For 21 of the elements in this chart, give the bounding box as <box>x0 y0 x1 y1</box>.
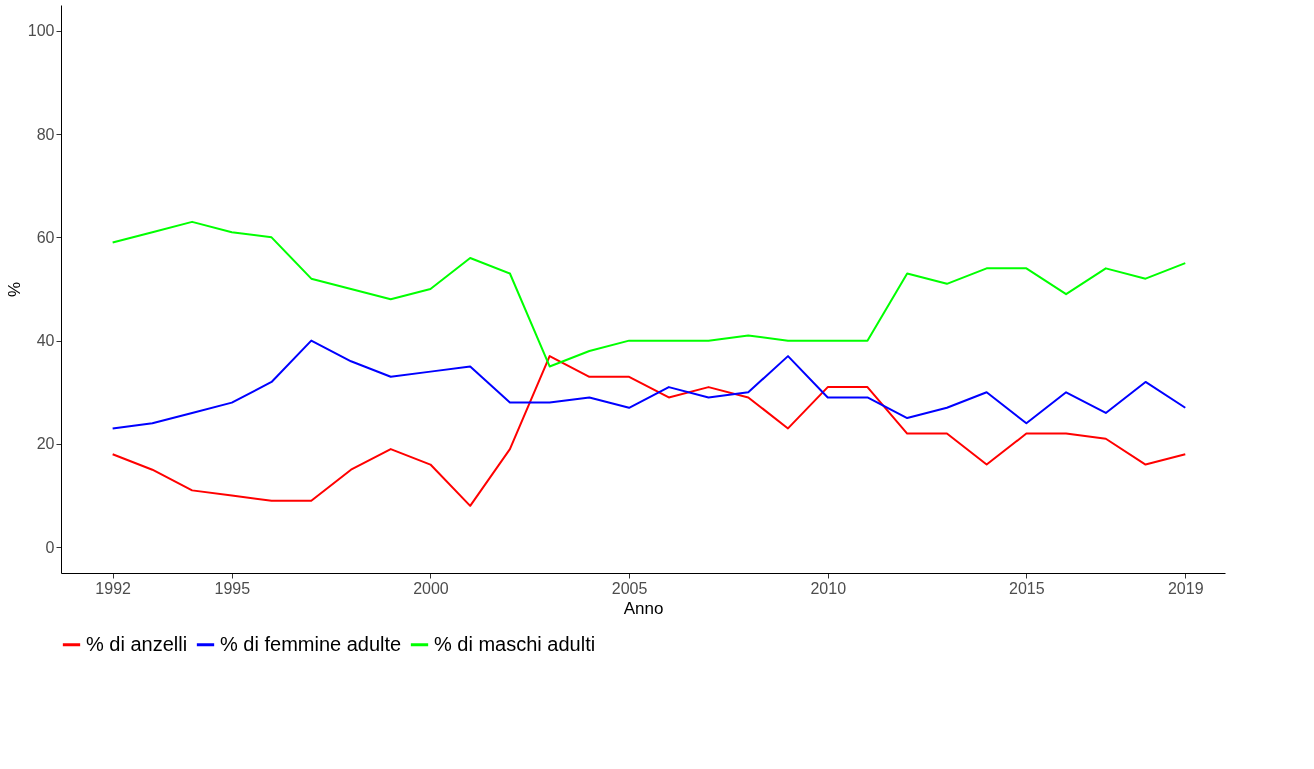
x-axis-title: Anno <box>623 598 664 618</box>
y-tick-label: 40 <box>36 332 55 350</box>
x-tick-label: 2015 <box>1009 579 1045 597</box>
line-series <box>111 355 1187 507</box>
y-tick-label: 80 <box>36 125 55 143</box>
y-tick-label: 100 <box>27 22 55 40</box>
x-tick-label: 2005 <box>611 579 648 597</box>
y-tick-label: 0 <box>45 538 55 556</box>
y-tick-label: 60 <box>36 228 55 246</box>
y-tick-label: 20 <box>36 435 55 453</box>
legend-label: % di femmine adulte <box>220 632 402 655</box>
legend-label: % di anzelli <box>86 632 188 655</box>
x-tick-label: 1995 <box>214 579 251 597</box>
x-tick-label: 1992 <box>95 579 132 597</box>
y-axis-title: % <box>4 281 24 298</box>
legend-label: % di maschi adulti <box>434 632 596 655</box>
x-tick-label: 2010 <box>810 579 847 597</box>
line-series <box>111 220 1187 368</box>
x-tick-label: 2019 <box>1167 579 1204 597</box>
line-series <box>111 339 1187 430</box>
x-tick-label: 2000 <box>413 579 449 597</box>
